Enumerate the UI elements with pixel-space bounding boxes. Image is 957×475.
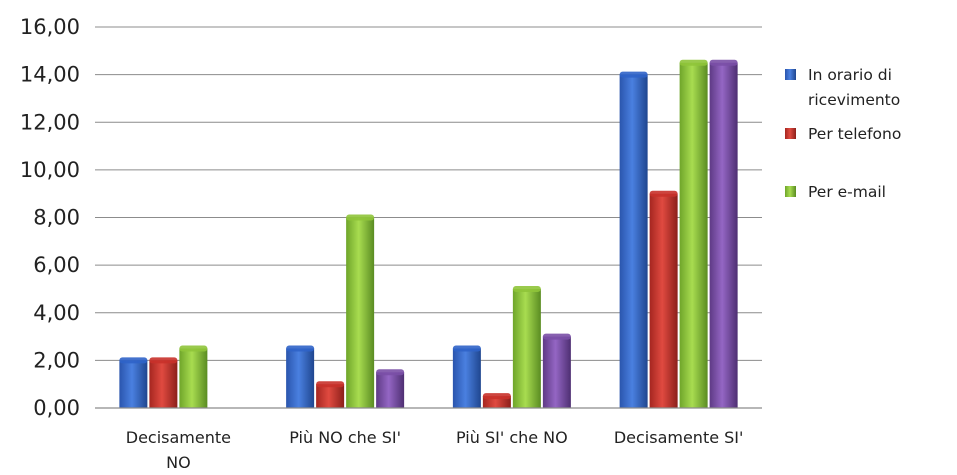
bar-4-3 (542, 333, 571, 408)
x-category-label: Più SI' che NO (456, 428, 568, 447)
bar-1-3 (452, 345, 481, 408)
x-category-label: Decisamente (126, 428, 231, 447)
bar-cap (482, 393, 511, 400)
legend-item: In orario di ricevimento (785, 66, 900, 109)
bars (119, 59, 738, 408)
bar-cap (542, 333, 571, 340)
bar-2-3 (482, 393, 511, 408)
legend-swatch (785, 69, 796, 80)
bar-cap (452, 345, 481, 352)
bar-body (619, 74, 648, 408)
bar-body (119, 360, 148, 408)
y-tick-label: 12,00 (20, 110, 80, 134)
bar-1-1 (119, 357, 148, 408)
bar-cap (179, 345, 208, 352)
bar-body (316, 384, 345, 408)
legend-swatch (785, 186, 796, 197)
y-tick-label: 4,00 (33, 301, 80, 325)
bar-cap (649, 190, 678, 197)
legend-swatch (785, 128, 796, 139)
bar-body (649, 193, 678, 408)
bar-3-1 (179, 345, 208, 408)
bar-4-2 (376, 369, 405, 408)
y-tick-label: 14,00 (20, 63, 80, 87)
bar-body (542, 336, 571, 408)
legend-item: Per e-mail (785, 183, 886, 201)
legend-label: In orario di (808, 66, 892, 84)
bar-cap (119, 357, 148, 364)
x-category-label: Decisamente SI' (614, 428, 744, 447)
y-tick-label: 0,00 (33, 396, 80, 420)
legend-label: ricevimento (808, 91, 900, 109)
bar-3-4 (679, 59, 708, 408)
bar-body (709, 62, 738, 408)
bar-cap (679, 59, 708, 66)
y-axis-ticks: 0,00 2,00 4,00 6,00 8,00 10,00 12,00 14,00 16,00 (20, 15, 80, 420)
legend-label: Per e-mail (808, 183, 886, 201)
bar-1-4 (619, 71, 648, 408)
x-category-label: NO (166, 453, 191, 472)
x-category-label: Più NO che SI' (289, 428, 401, 447)
bar-2-1 (149, 357, 178, 408)
y-tick-label: 8,00 (33, 206, 80, 230)
bar-cap (346, 214, 375, 221)
bar-body (286, 348, 315, 408)
bar-4-4 (709, 59, 738, 408)
bar-cap (619, 71, 648, 78)
bar-3-3 (512, 285, 541, 408)
y-tick-label: 10,00 (20, 158, 80, 182)
bar-body (376, 372, 405, 408)
bar-cap (709, 59, 738, 66)
bar-cap (512, 285, 541, 292)
bar-1-2 (286, 345, 315, 408)
bar-cap (286, 345, 315, 352)
bar-cap (316, 381, 345, 388)
bar-2-4 (649, 190, 678, 408)
bar-body (179, 348, 208, 408)
bar-body (452, 348, 481, 408)
bar-body (482, 396, 511, 408)
gridlines (95, 26, 762, 361)
legend: In orario di ricevimento Per telefono Per e… (785, 66, 901, 201)
y-tick-label: 16,00 (20, 15, 80, 39)
bar-cap (376, 369, 405, 376)
bar-2-2 (316, 381, 345, 408)
y-tick-label: 2,00 (33, 348, 80, 372)
bar-body (679, 62, 708, 408)
bar-3-2 (346, 214, 375, 408)
legend-label: Per telefono (808, 125, 901, 143)
bar-body (512, 288, 541, 408)
bar-body (346, 217, 375, 408)
bar-cap (149, 357, 178, 364)
legend-item: Per telefono (785, 125, 901, 143)
x-axis-categories: Decisamente NO Più NO che SI' Più SI' che N… (126, 428, 744, 472)
bar-body (149, 360, 178, 408)
y-tick-label: 6,00 (33, 253, 80, 277)
